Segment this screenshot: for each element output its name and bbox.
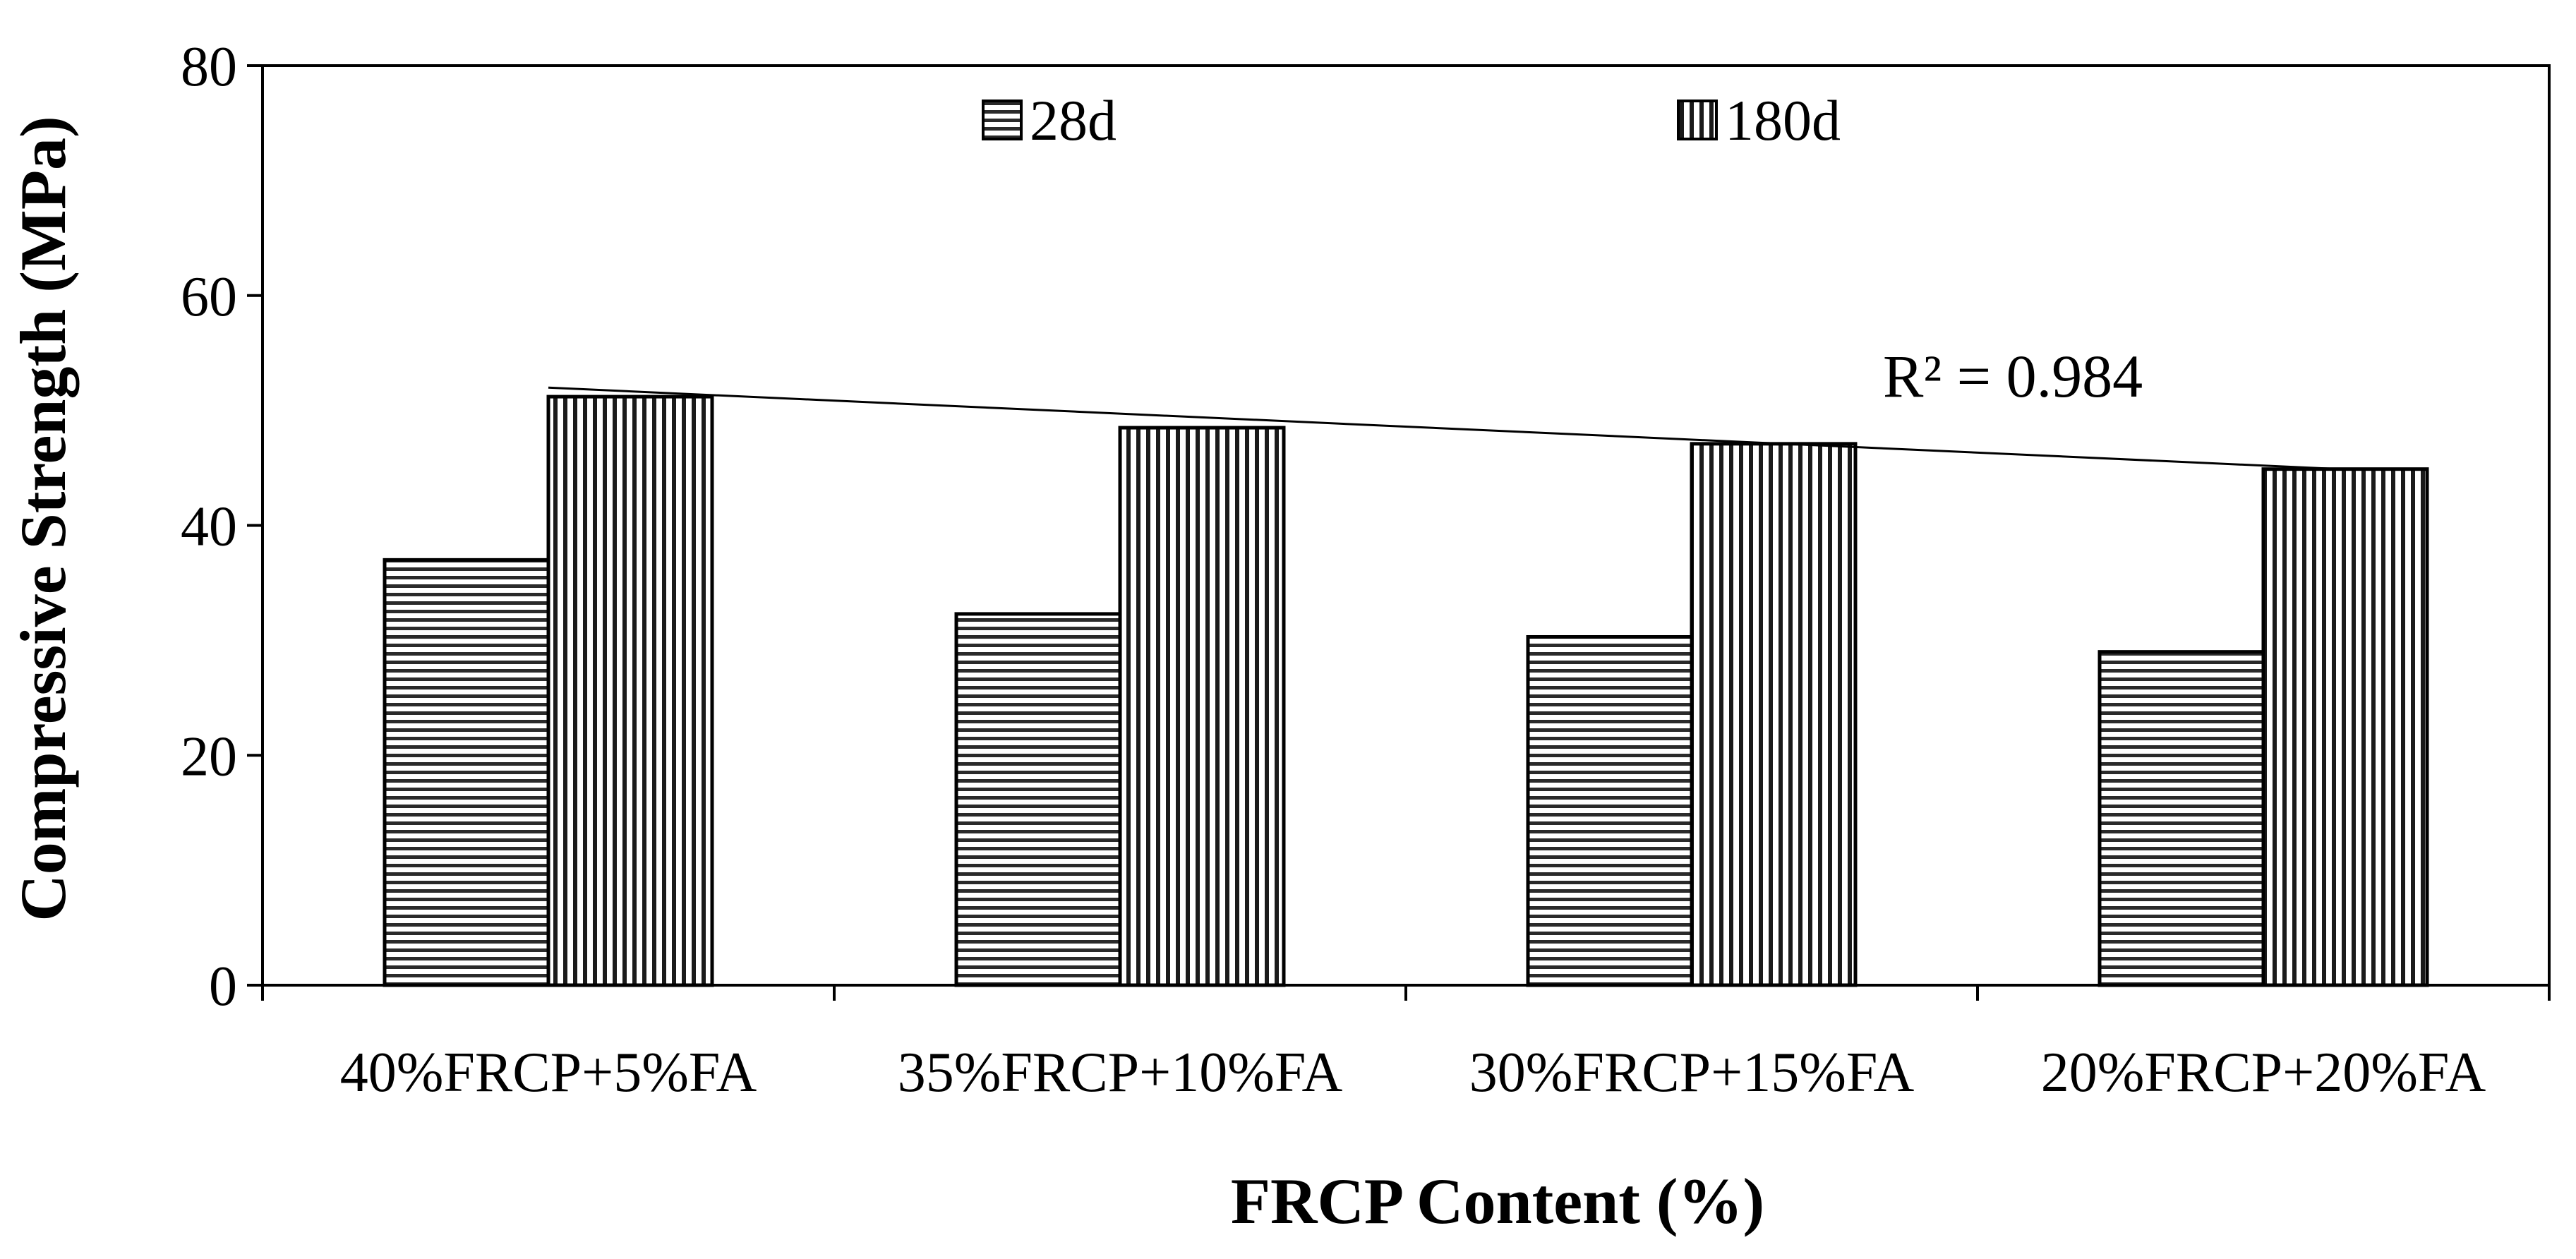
- y-tick-label: 80: [181, 36, 237, 98]
- bars-group: [383, 394, 2429, 987]
- bar-28d-2: [954, 612, 1122, 987]
- y-axis-title: Compressive Strength (MPa): [7, 116, 79, 921]
- bar-180d-3: [1690, 442, 1858, 987]
- legend-label-180d: 180d: [1725, 88, 1841, 152]
- y-tick-label: 40: [181, 496, 237, 558]
- legend-swatch-28d: [982, 100, 1023, 140]
- bar-28d-3: [1526, 634, 1694, 987]
- bar-180d-4: [2261, 467, 2429, 987]
- legend-label-28d: 28d: [1030, 88, 1117, 152]
- x-category-label: 35%FRCP+10%FA: [898, 1042, 1343, 1104]
- r-squared-label: R² = 0.984: [1883, 342, 2143, 410]
- legend: 28d 180d: [982, 88, 1841, 152]
- y-tick-label: 0: [209, 956, 237, 1018]
- x-axis-title: FRCP Content (%): [1231, 1165, 1764, 1237]
- x-category-label: 40%FRCP+5%FA: [340, 1042, 757, 1104]
- bar-28d-4: [2097, 650, 2265, 987]
- x-category-label: 20%FRCP+20%FA: [2041, 1042, 2486, 1104]
- y-tick-label: 60: [181, 266, 237, 328]
- trendline: [548, 386, 2346, 471]
- bar-180d-2: [1118, 426, 1286, 987]
- bar-28d-1: [383, 558, 550, 987]
- annotations: R² = 0.984: [548, 342, 2346, 471]
- y-tick-label: 20: [181, 725, 237, 788]
- axes-group: 0 20 40 60 80 40%FRCP+5%FA 35%FRCP+10%FA 30%FRC…: [181, 36, 2551, 1104]
- legend-swatch-180d: [1677, 100, 1718, 140]
- x-category-label: 30%FRCP+15%FA: [1469, 1042, 1915, 1104]
- bar-180d-1: [546, 394, 714, 987]
